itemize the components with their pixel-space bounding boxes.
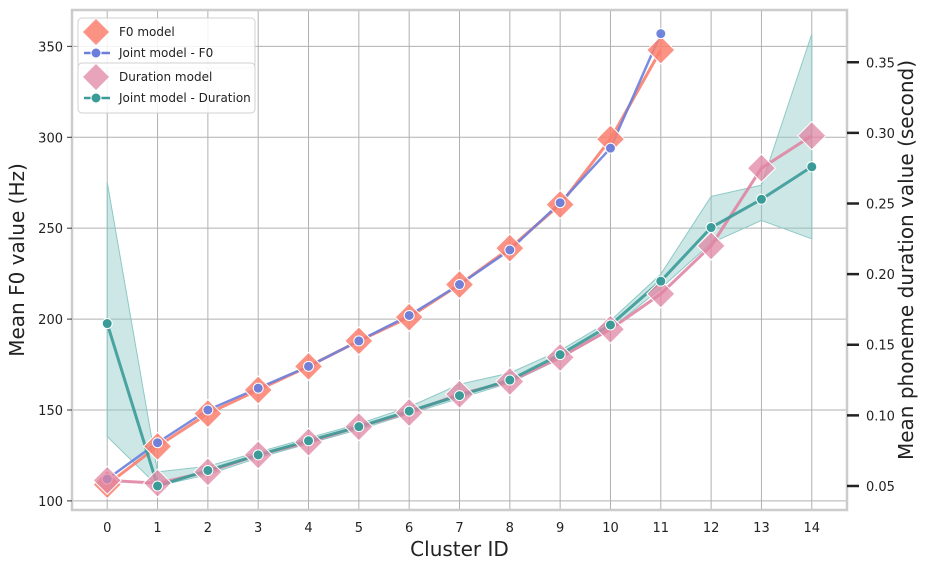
y-left-tick-label: 200 — [38, 313, 63, 328]
y-right-tick-label: 0.20 — [866, 268, 895, 283]
joint-model-f0-point — [403, 309, 415, 321]
x-tick-label: 1 — [153, 521, 161, 536]
x-tick-label: 14 — [803, 521, 820, 536]
duration-model-point — [746, 153, 777, 183]
duration-model-point — [696, 231, 726, 261]
joint-model-duration-point — [353, 421, 365, 433]
legend-duration: Duration model Joint model - Duration — [77, 62, 256, 114]
joint-model-duration-point — [705, 222, 717, 234]
y-left-tick-label: 100 — [38, 495, 63, 510]
x-tick-label: 10 — [602, 521, 619, 536]
y-right-tick-label: 0.35 — [866, 56, 895, 71]
f0-model-point — [646, 35, 676, 65]
legend-label: Joint model - Duration — [118, 91, 251, 105]
y-axis-left-title: Mean F0 value (Hz) — [5, 163, 29, 357]
y-right-tick-label: 0.05 — [866, 480, 895, 495]
joint-model-f0-point — [152, 437, 164, 449]
joint-model-duration-point — [604, 319, 616, 331]
legend-label: Duration model — [119, 70, 212, 84]
legend-circle-icon — [90, 92, 102, 104]
duration-model-point — [646, 279, 676, 309]
y-right-tick-label: 0.10 — [866, 409, 895, 424]
joint-model-f0-point — [554, 197, 566, 209]
plot-frame — [70, 8, 849, 512]
joint-model-f0-point — [303, 360, 315, 372]
joint-model-duration-point — [202, 464, 214, 476]
joint-model-duration-point — [454, 390, 465, 402]
x-tick-label: 11 — [653, 521, 670, 536]
x-tick-label: 2 — [204, 521, 212, 536]
joint-model-duration-point — [101, 318, 113, 330]
y-right-tick-label: 0.30 — [866, 127, 895, 142]
x-tick-label: 5 — [355, 521, 363, 536]
joint-model-duration-point — [403, 405, 415, 417]
duration-model-point — [797, 120, 827, 151]
y-right-tick-label: 0.15 — [866, 339, 895, 354]
joint-model-f0-point — [353, 335, 365, 347]
joint-model-duration-point — [806, 161, 818, 173]
legend-label: Joint model - F0 — [118, 46, 213, 60]
y-left-tick-label: 300 — [38, 131, 63, 146]
tick-labels: 0 1 2 3 4 5 6 7 8 9 10 11 12 13 141001502002503003500.… — [38, 40, 895, 536]
joint-model-duration-point — [755, 193, 767, 205]
series-markers — [92, 28, 827, 500]
x-tick-label: 3 — [254, 521, 262, 536]
x-axis-title: Cluster ID — [410, 537, 509, 561]
legend-label: F0 model — [119, 25, 175, 39]
joint-model-f0-point — [504, 244, 516, 256]
legend-diamond-icon — [83, 64, 109, 90]
y-left-tick-label: 250 — [38, 222, 63, 237]
joint-model-f0-point — [202, 404, 214, 416]
legend-circle-icon — [90, 47, 102, 59]
legend-diamond-icon — [83, 19, 109, 45]
y-right-tick-label: 0.25 — [866, 198, 895, 213]
joint-model-duration-point — [152, 480, 164, 492]
joint-model-duration-point — [655, 275, 667, 287]
y-left-tick-label: 350 — [38, 40, 63, 55]
joint-model-duration-point — [504, 374, 516, 386]
x-tick-label: 12 — [703, 521, 720, 536]
x-tick-label: 9 — [556, 521, 564, 536]
joint-model-f0-point — [454, 279, 465, 291]
y-axis-right-title: Mean phoneme duration value (second) — [894, 60, 918, 460]
x-tick-label: 13 — [753, 521, 770, 536]
legend-f0: F0 model Joint model - F0 — [77, 17, 256, 69]
y-left-tick-label: 150 — [38, 404, 63, 419]
x-tick-label: 6 — [405, 521, 413, 536]
duration-model-point — [92, 465, 122, 496]
x-tick-label: 8 — [506, 521, 514, 536]
joint-model-f0-point — [252, 382, 264, 394]
joint-model-f0-point — [604, 142, 616, 154]
joint-model-duration-point — [554, 349, 566, 361]
legend-box — [77, 62, 256, 114]
joint-model-f0-point — [655, 28, 667, 40]
x-tick-label: 4 — [304, 521, 312, 536]
x-tick-label: 0 — [103, 521, 111, 536]
joint-model-duration-point — [303, 435, 315, 447]
joint-model-duration-point — [252, 449, 264, 461]
x-tick-label: 7 — [455, 521, 463, 536]
